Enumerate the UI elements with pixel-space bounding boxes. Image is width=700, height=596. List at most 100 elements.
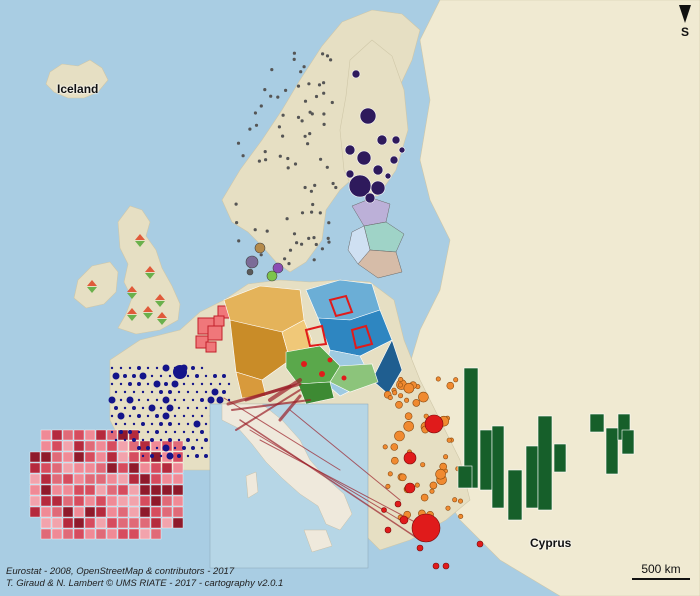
france-dot [200, 414, 204, 418]
france-dot [191, 430, 195, 434]
spain-grid-cell [51, 506, 63, 518]
scandinavia-dot [322, 112, 326, 116]
france-dot [114, 438, 118, 442]
spain-grid-cell [161, 473, 173, 485]
france-dot [164, 382, 168, 386]
france-dot [132, 390, 136, 394]
scandinavia-dot [310, 210, 314, 214]
france-dot [182, 382, 186, 386]
scandinavia-dot [287, 262, 291, 266]
spain-grid-cell [40, 451, 52, 463]
france-dot [150, 422, 154, 426]
spain-grid-cell [51, 451, 63, 463]
scandinavia-dot [329, 58, 333, 62]
france-dot [177, 406, 181, 410]
scandinavia-dot [259, 253, 263, 257]
scandinavia-dot [269, 94, 273, 98]
uk-triangle-down [87, 287, 97, 293]
balkans-circle [397, 382, 403, 388]
spain-grid-cell [84, 440, 96, 452]
scandinavia-dot [307, 236, 311, 240]
turkey-bar [491, 425, 505, 509]
france-dot [110, 414, 114, 418]
turkey-bars [457, 367, 635, 521]
balkans-circle [395, 400, 403, 409]
turkey-bar [457, 465, 473, 489]
france-dot [182, 414, 186, 418]
scandinavia-dot [292, 57, 296, 62]
france-dot [155, 446, 159, 450]
france-dot [213, 374, 217, 378]
central-typology-points [301, 357, 347, 381]
balkans-circle [446, 437, 452, 443]
spain-grid-cell [73, 506, 85, 518]
spain-grid-cell [117, 462, 129, 474]
france-dot [162, 396, 170, 404]
scandinavia-dot [308, 110, 312, 114]
france-dot [114, 422, 118, 426]
uk-triangle-down [127, 315, 137, 321]
scandinavia-dot [325, 54, 330, 58]
flow-line [249, 429, 401, 521]
spain-grid-cell [139, 495, 151, 507]
scandinavia-dot [253, 111, 257, 115]
spain-grid-cell [139, 451, 151, 463]
balkans-circle [390, 443, 399, 451]
france-dot [186, 438, 190, 442]
turkey-bar [525, 445, 539, 509]
france-dot [126, 396, 134, 404]
france-dot [128, 366, 132, 370]
flow-line [239, 419, 421, 541]
spain-grid-cell [62, 495, 74, 507]
scandinavia-dot [327, 240, 331, 244]
flow-line [223, 397, 341, 471]
france-dot [173, 430, 177, 434]
france-dot [123, 422, 127, 426]
flow-line [289, 409, 401, 501]
scandinavia-dot [234, 202, 238, 206]
spain-grid-cell [29, 484, 41, 496]
scandinavia-dot [300, 242, 304, 246]
spain-grid-cell [161, 495, 173, 507]
france-dot [173, 398, 177, 402]
credits-line-1: Eurostat - 2008, OpenStreetMap & contrib… [6, 566, 235, 577]
spain-grid-cell [128, 495, 140, 507]
france-dot [123, 406, 127, 410]
france-dot [182, 446, 186, 450]
spain-grid-cell [150, 506, 162, 518]
france-dot [162, 412, 170, 420]
greece-circles [381, 414, 484, 570]
scandinavia-dot [283, 257, 287, 261]
france-dot [114, 390, 118, 394]
spain-grid-cell [51, 429, 63, 441]
france-dot [159, 438, 163, 442]
spain-grid-cell [29, 495, 41, 507]
spain-grid-cell [40, 429, 52, 441]
spain-grid-cell [128, 451, 140, 463]
france-dot [128, 382, 132, 386]
north-arrow-letter: S [680, 25, 689, 39]
spain-grid-cell [51, 462, 63, 474]
scandinavia-dot [296, 115, 301, 119]
poland-highlights [304, 294, 374, 350]
uk-triangle-up [127, 286, 137, 292]
balkans-circle [412, 399, 421, 407]
spain-grid-cell [40, 517, 52, 529]
france-dot [141, 406, 145, 410]
france-dot [200, 382, 204, 386]
scandinavia-dot [278, 154, 282, 158]
france-dot [159, 390, 163, 394]
france-dot [123, 374, 127, 378]
france-dot [171, 380, 179, 388]
scandinavia-dot [263, 150, 267, 154]
scandinavia-dot [292, 51, 296, 55]
balkans-circle [403, 382, 415, 394]
spain-grid-cell [40, 506, 52, 518]
scandinavia-dots [234, 51, 338, 271]
france-dot [155, 366, 159, 370]
balkans-circle [385, 483, 391, 489]
france-dot [204, 422, 208, 426]
spain-grid-cell [95, 517, 107, 529]
turkey-bar [507, 469, 523, 521]
spain-grid-cell [172, 495, 184, 507]
